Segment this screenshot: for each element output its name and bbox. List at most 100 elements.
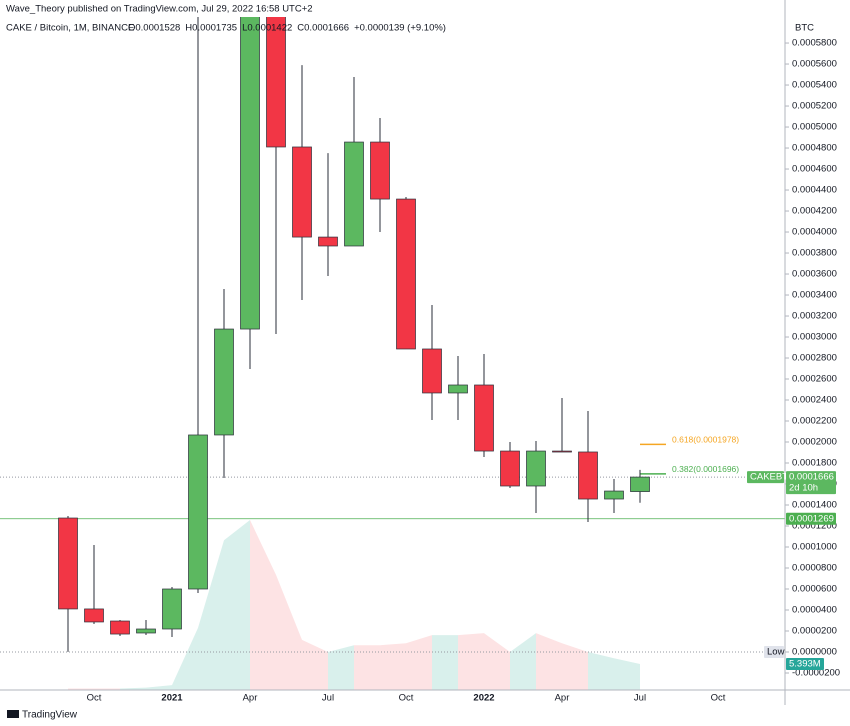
volume-area	[250, 520, 276, 690]
volume-label-box	[786, 658, 824, 671]
y-tick-label: 0.0004000	[792, 227, 837, 238]
volume-area	[536, 633, 562, 690]
y-tick-label: -0.0000200	[792, 668, 840, 679]
y-tick-label: 0.0004800	[792, 143, 837, 154]
volume-area	[458, 633, 484, 690]
y-tick-label: 0.0005600	[792, 59, 837, 70]
candle-body	[604, 490, 624, 500]
y-tick-label: 0.0005800	[792, 38, 837, 49]
candle-body	[526, 450, 546, 487]
candle-body	[422, 348, 442, 394]
candle-body	[110, 620, 130, 635]
volume-area	[302, 639, 328, 690]
volume-area	[510, 633, 536, 690]
countdown-box	[786, 482, 836, 495]
footer: TradingView	[22, 710, 78, 721]
last-price: 0.0001666	[789, 472, 834, 483]
x-tick-label: Jul	[634, 693, 646, 704]
y-tick-label: 0.0005000	[792, 122, 837, 133]
candle-body	[370, 141, 390, 200]
volume-area	[614, 658, 640, 690]
y-tick-label: 0.0003200	[792, 311, 837, 322]
y-tick-label: 0.0004400	[792, 185, 837, 196]
volume-area	[380, 643, 406, 690]
y-tick-label: 0.0000200	[792, 626, 837, 637]
y-tick-label: 0.0000600	[792, 584, 837, 595]
y-tick-label: 0.0004200	[792, 206, 837, 217]
x-tick-label: Jul	[322, 693, 334, 704]
publisher: Wave_Theory published on TradingView.com…	[6, 4, 313, 15]
fib-label: 0.618(0.0001978)	[672, 435, 739, 445]
y-tick-label: 0.0003600	[792, 269, 837, 280]
volume-area	[172, 627, 198, 690]
candle-body	[552, 450, 572, 453]
candle-body	[266, 17, 286, 148]
y-tick-label: 0.0000800	[792, 563, 837, 574]
ticker: CAKEBTC	[750, 472, 795, 483]
volume-area	[120, 687, 146, 690]
y-tick-label: 0.0003800	[792, 248, 837, 259]
x-tick-label: Oct	[711, 693, 726, 704]
volume-area	[146, 685, 172, 690]
candle-body	[630, 476, 650, 492]
y-tick-label: 0.0001000	[792, 542, 837, 553]
candle-body	[58, 517, 78, 610]
y-tick-label: 0.0002800	[792, 353, 837, 364]
y-tick-label: 0.0001200	[792, 521, 837, 532]
x-tick-label: 2022	[473, 693, 494, 704]
y-tick-label: 0.0001400	[792, 500, 837, 511]
y-tick-label: 0.0005400	[792, 80, 837, 91]
symbol: CAKE / Bitcoin, 1M, BINANCE	[6, 23, 134, 34]
volume-area	[224, 520, 250, 690]
candle-body	[500, 450, 520, 487]
volume-area	[406, 635, 432, 690]
fib-label: 0.382(0.0001696)	[672, 464, 739, 474]
y-tick-label: 0.0002000	[792, 437, 837, 448]
y-tick-label: 0.0001800	[792, 458, 837, 469]
candle-body	[214, 328, 234, 436]
candle-body	[396, 198, 416, 350]
candle-body	[84, 608, 104, 623]
x-tick-label: Oct	[399, 693, 414, 704]
candle-body	[188, 434, 208, 590]
volume-area	[198, 540, 224, 690]
volume-area	[276, 574, 302, 690]
last-price-box	[786, 471, 836, 484]
y-tick-label: 0.0000400	[792, 605, 837, 616]
x-tick-label: Oct	[87, 693, 102, 704]
tv-logo	[7, 710, 19, 718]
candle-body	[162, 588, 182, 630]
volume-area	[562, 643, 588, 690]
ohlc-value: C0.0001666	[297, 23, 349, 34]
y-tick-label: 0.0005200	[792, 101, 837, 112]
ohlc-value: O0.0001528	[128, 23, 180, 34]
volume-area	[328, 645, 354, 690]
low-label-box	[764, 645, 784, 658]
volume-area	[484, 633, 510, 690]
low-label: Low	[767, 647, 785, 658]
candle-body	[318, 236, 338, 247]
candle-body	[474, 384, 494, 452]
x-tick-label: Apr	[243, 693, 258, 704]
support-value-box	[786, 512, 836, 525]
candle-body	[448, 384, 468, 394]
y-tick-label: 0.0003400	[792, 290, 837, 301]
candle-body	[344, 141, 364, 247]
x-tick-label: Apr	[555, 693, 570, 704]
y-tick-label: 0.0000000	[792, 647, 837, 658]
y-tick-label: 0.0003000	[792, 332, 837, 343]
ohlc-value: H0.0001735	[185, 23, 237, 34]
x-tick-label: 2021	[161, 693, 183, 704]
support-value: 0.0001269	[789, 513, 834, 524]
y-tick-label: 0.0002400	[792, 395, 837, 406]
candle-body	[292, 146, 312, 238]
volume-area	[354, 645, 380, 690]
volume-area	[432, 635, 458, 690]
volume-area	[588, 651, 614, 690]
volume-label: 5.393M	[789, 659, 821, 670]
y-tick-label: 0.0002600	[792, 374, 837, 385]
ticker-box	[747, 471, 784, 484]
countdown: 2d 10h	[789, 483, 818, 494]
y-unit: BTC	[795, 23, 814, 34]
